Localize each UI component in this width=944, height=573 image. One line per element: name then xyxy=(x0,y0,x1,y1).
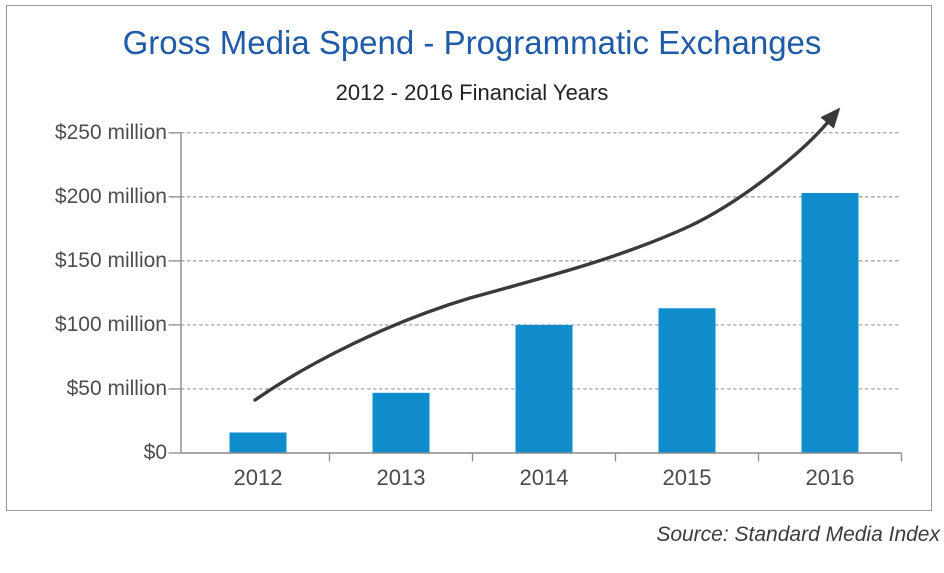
source-note: Source: Standard Media Index xyxy=(656,523,940,546)
y-tick-label-100: $100 million xyxy=(54,312,167,336)
x-tick-label-2014: 2014 xyxy=(519,465,569,490)
chart-title: Gross Media Spend - Programmatic Exchang… xyxy=(122,24,822,61)
y-tick-label-250: $250 million xyxy=(54,120,167,144)
bar-2014 xyxy=(515,324,573,453)
y-tick-label-0: $0 xyxy=(143,441,167,464)
chart-subtitle: 2012 - 2016 Financial Years xyxy=(335,80,609,105)
y-tick-label-200: $200 million xyxy=(54,184,167,208)
y-tick-label-50: $50 million xyxy=(66,376,167,400)
bar-2016 xyxy=(801,192,859,453)
bar-series xyxy=(229,192,859,453)
axes xyxy=(168,132,903,462)
x-tick-label-2012: 2012 xyxy=(233,465,283,490)
x-tick-label-2013: 2013 xyxy=(376,465,426,490)
x-tick-label-2016: 2016 xyxy=(805,465,855,490)
trend-arrow xyxy=(253,107,841,402)
chart-frame xyxy=(6,5,932,511)
bar-2013 xyxy=(372,392,430,453)
bar-2012 xyxy=(229,432,287,453)
x-tick-label-2015: 2015 xyxy=(662,465,712,490)
y-tick-label-150: $150 million xyxy=(54,248,167,272)
bar-2015 xyxy=(658,308,716,453)
